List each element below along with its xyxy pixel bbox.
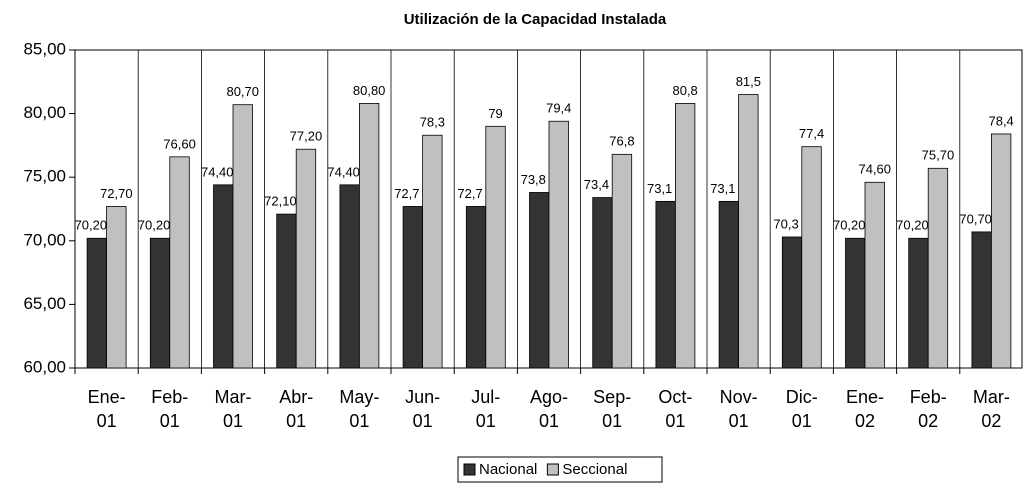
legend-label: Seccional [562,461,627,478]
data-label: 73,1 [710,181,735,196]
x-tick-label: Mar-01 [215,387,252,431]
data-label: 70,20 [75,218,108,233]
bar [422,134,443,369]
x-tick-label: Feb-02 [910,387,947,431]
bar [149,237,171,369]
data-label: 73,8 [521,172,546,187]
data-label: 74,40 [327,164,360,179]
data-label: 70,3 [773,216,798,231]
data-label: 77,20 [290,129,323,144]
legend-swatch [463,463,476,476]
y-tick-label: 80,00 [23,103,66,122]
x-tick-label: Ene-01 [88,387,126,431]
data-label: 80,80 [353,83,386,98]
bar [485,125,506,369]
bar [845,237,866,369]
bar [276,213,297,369]
y-tick-label: 85,00 [23,39,66,58]
bar [86,237,107,369]
bar [908,237,929,369]
data-label: 79 [488,106,502,121]
bar [529,192,550,369]
bar [655,200,676,369]
legend-swatch [546,463,559,476]
x-tick-label: Mar-02 [973,387,1010,431]
data-label: 70,20 [138,218,171,233]
bar [611,153,633,369]
chart-title: Utilización de la Capacidad Instalada [404,11,667,28]
x-tick-label: Dic-01 [786,387,818,431]
bar [738,94,759,369]
x-tick-label: May-01 [339,387,379,431]
data-label: 74,60 [858,162,891,177]
y-tick-label: 70,00 [23,230,66,249]
bar [864,181,885,369]
data-label: 73,1 [647,181,672,196]
bar [358,103,380,369]
bar [927,167,949,369]
x-tick-label: Feb-01 [151,387,188,431]
data-label: 70,70 [959,211,992,226]
bar [106,206,127,369]
legend-box [457,456,663,483]
legend-label: Nacional [479,461,537,478]
bar [339,184,360,369]
data-label: 81,5 [736,74,761,89]
data-label: 70,20 [896,218,929,233]
data-label: 72,10 [264,194,297,209]
data-label: 73,4 [584,177,609,192]
x-tick-label: Ene-02 [846,387,884,431]
bar [971,231,992,369]
x-tick-label: Jun-01 [405,387,440,431]
data-label: 80,70 [226,84,259,99]
x-tick-label: Jul-01 [471,387,500,431]
x-tick-label: Nov-01 [720,387,758,431]
bar [169,156,190,369]
bar [991,133,1012,369]
bar [675,103,696,369]
bar [718,200,739,369]
x-tick-label: Ago-01 [530,387,568,431]
x-tick-label: Oct-01 [658,387,692,431]
y-tick-label: 65,00 [23,294,66,313]
data-label: 72,70 [100,186,133,201]
bar [295,148,317,369]
data-label: 78,4 [988,113,1013,128]
data-label: 76,60 [163,136,196,151]
bar [548,120,569,369]
data-label: 78,3 [420,115,445,130]
data-label: 75,70 [922,148,955,163]
data-label: 70,20 [833,218,866,233]
data-label: 76,8 [609,134,634,149]
bar [232,104,253,369]
data-label: 72,7 [394,186,419,201]
bar [781,236,803,369]
bar [801,146,822,369]
data-label: 80,8 [672,83,697,98]
data-label: 74,40 [201,164,234,179]
y-tick-label: 75,00 [23,167,66,186]
bar [465,206,487,369]
data-label: 77,4 [799,126,824,141]
bar [402,206,424,369]
y-tick-label: 60,00 [23,357,66,376]
x-tick-label: Abr-01 [279,387,313,431]
bar [592,197,613,369]
x-tick-label: Sep-01 [593,387,631,431]
data-label: 72,7 [457,186,482,201]
bar [213,184,234,369]
data-label: 79,4 [546,101,571,116]
